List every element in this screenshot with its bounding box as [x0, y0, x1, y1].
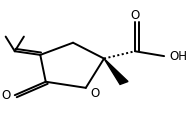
Text: OH: OH	[169, 50, 188, 63]
Text: O: O	[130, 9, 140, 22]
Polygon shape	[104, 59, 128, 84]
Text: O: O	[90, 87, 100, 100]
Text: O: O	[1, 89, 10, 102]
